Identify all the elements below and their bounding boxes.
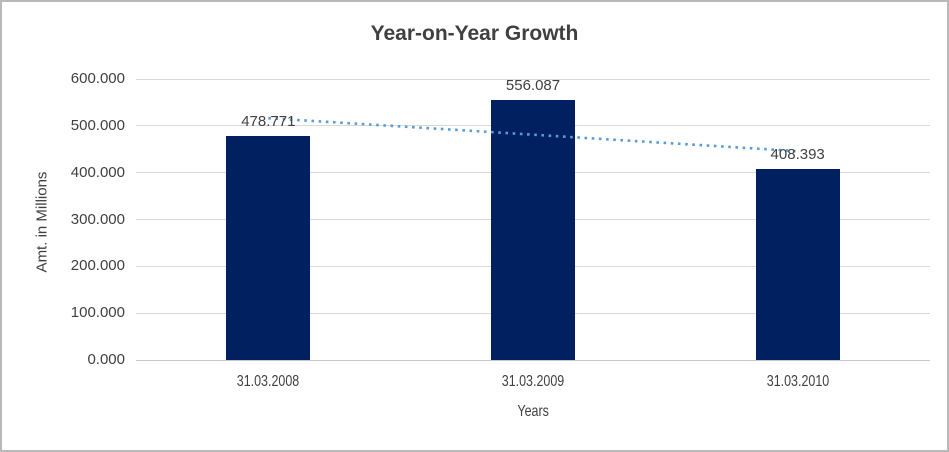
x-tick-label-text: 31.03.2009: [501, 373, 565, 390]
x-axis-title: Years: [136, 403, 930, 421]
y-tick-label: 200.000: [70, 257, 125, 275]
y-tick-label: 100.000: [70, 304, 125, 322]
x-tick-label-text: 31.03.2008: [237, 373, 300, 390]
bar: [755, 168, 840, 360]
y-tick-label: 400.000: [70, 163, 125, 181]
x-tick-label: 31.03.2009: [493, 373, 573, 391]
y-tick-label: 500.000: [70, 116, 125, 134]
y-tick-label: 0.000: [87, 351, 125, 368]
gridline: [136, 78, 930, 80]
bar-value-label: 556.087: [505, 76, 561, 94]
x-tick-label: 31.03.2008: [228, 373, 308, 391]
trendline: [268, 116, 798, 153]
y-tick-label: 300.000: [70, 210, 125, 228]
chart-title: Year-on-Year Growth: [370, 22, 579, 45]
bar: [226, 135, 311, 360]
y-tick-label: 600.000: [70, 70, 125, 87]
x-tick-label: 31.03.2010: [758, 373, 838, 391]
bar-value-label: 478.771: [241, 112, 296, 130]
y-axis-ticks: 0.000 100.000 200.000 300.000 400.000 500.000…: [2, 70, 125, 368]
x-axis-ticks: 31.03.2008 31.03.2009 31.03.2010: [136, 373, 930, 393]
x-tick-label-text: 31.03.2010: [766, 373, 829, 390]
bar: [491, 99, 575, 360]
bar-value-label: 408.393: [770, 145, 825, 163]
x-axis-title-text: Years: [517, 403, 549, 420]
plot-area: 478.771 556.087 408.393: [136, 76, 930, 361]
